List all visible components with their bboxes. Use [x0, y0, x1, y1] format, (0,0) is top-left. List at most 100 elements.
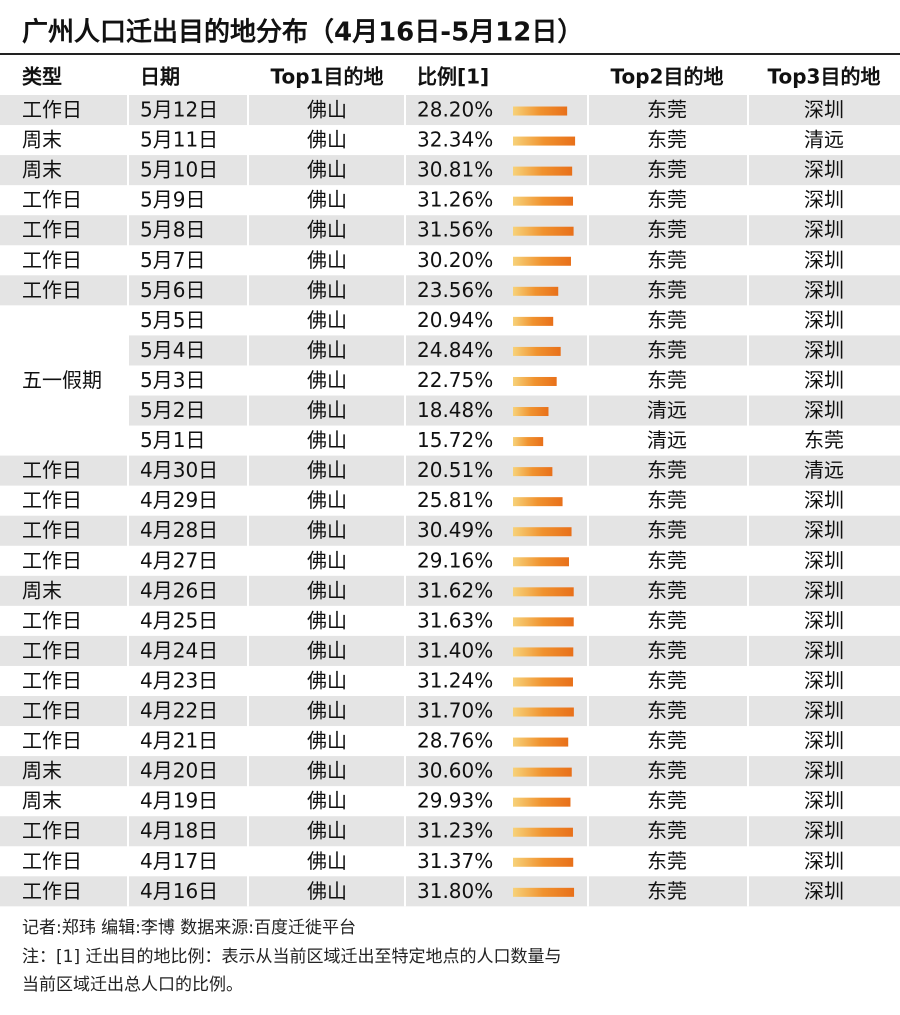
- ratio-label: 31.24%: [417, 668, 493, 692]
- cell: 东莞: [647, 308, 687, 332]
- ratio-bar: [513, 527, 572, 537]
- cell: 深圳: [804, 729, 844, 753]
- ratio-label: 32.34%: [417, 128, 493, 152]
- cell: 佛山: [307, 428, 347, 452]
- ratio-label: 20.51%: [417, 458, 493, 482]
- row-band: [0, 455, 900, 486]
- ratio-label: 31.37%: [417, 849, 493, 873]
- cell: 深圳: [804, 98, 844, 122]
- type-cell: 工作日: [22, 849, 82, 873]
- cell: 5月1日: [140, 428, 205, 452]
- ratio-bar: [513, 857, 574, 867]
- cell: 5月6日: [140, 278, 205, 302]
- row-band: [0, 635, 900, 666]
- ratio-label: 30.81%: [417, 158, 493, 182]
- cell: 佛山: [307, 488, 347, 512]
- ratio-bar: [513, 467, 553, 477]
- ratio-label: 23.56%: [417, 278, 493, 302]
- cell: 4月26日: [140, 578, 218, 602]
- cell: 深圳: [804, 699, 844, 723]
- cell: 清远: [804, 458, 844, 482]
- ratio-bar: [513, 166, 573, 176]
- type-cell: 工作日: [22, 188, 82, 212]
- cell: 清远: [647, 428, 687, 452]
- cell: 佛山: [307, 608, 347, 632]
- cell: 东莞: [647, 158, 687, 182]
- cell: 4月29日: [140, 488, 218, 512]
- cell: 东莞: [647, 668, 687, 692]
- ratio-bar: [513, 376, 557, 386]
- cell: 东莞: [804, 428, 844, 452]
- ratio-bar: [513, 707, 574, 717]
- ratio-label: 31.56%: [417, 218, 493, 242]
- ratio-label: 30.60%: [417, 759, 493, 783]
- note-line: 注：[1] 迁出目的地比例：表示从当前区域迁出至特定地点的人口数量与: [22, 947, 561, 967]
- cell: 佛山: [307, 548, 347, 572]
- row-band: [0, 756, 900, 787]
- type-cell: 工作日: [22, 608, 82, 632]
- ratio-bar: [513, 647, 574, 657]
- row-band: [0, 575, 900, 606]
- cell: 深圳: [804, 638, 844, 662]
- type-cell: 工作日: [22, 98, 82, 122]
- cell: 深圳: [804, 518, 844, 542]
- cell: 4月18日: [140, 819, 218, 843]
- ratio-bar: [513, 106, 568, 116]
- ratio-label: 31.63%: [417, 608, 493, 632]
- ratio-label: 18.48%: [417, 398, 493, 422]
- ratio-bar: [513, 256, 571, 266]
- cell: 5月4日: [140, 338, 205, 362]
- type-cell: 工作日: [22, 518, 82, 542]
- column-header: Top3目的地: [768, 65, 881, 89]
- cell: 东莞: [647, 248, 687, 272]
- type-cell: 周末: [22, 759, 62, 783]
- column-header: 类型: [22, 65, 62, 89]
- cell: 深圳: [804, 668, 844, 692]
- type-cell: 周末: [22, 578, 62, 602]
- ratio-bar: [513, 557, 569, 567]
- cell: 深圳: [804, 398, 844, 422]
- ratio-label: 28.76%: [417, 729, 493, 753]
- cell: 佛山: [307, 879, 347, 903]
- ratio-bar: [513, 677, 573, 687]
- ratio-label: 30.49%: [417, 518, 493, 542]
- ratio-label: 31.62%: [417, 578, 493, 602]
- cell: 深圳: [804, 789, 844, 813]
- ratio-bar: [513, 587, 574, 597]
- cell: 深圳: [804, 608, 844, 632]
- cell: 东莞: [647, 338, 687, 362]
- cell: 佛山: [307, 458, 347, 482]
- ratio-label: 31.23%: [417, 819, 493, 843]
- row-band: [0, 275, 900, 306]
- type-cell: 工作日: [22, 638, 82, 662]
- cell: 深圳: [804, 879, 844, 903]
- ratio-label: 29.16%: [417, 548, 493, 572]
- cell: 东莞: [647, 188, 687, 212]
- type-cell: 工作日: [22, 879, 82, 903]
- ratio-bar: [513, 497, 563, 507]
- cell: 深圳: [804, 578, 844, 602]
- column-header: 比例[1]: [417, 65, 489, 89]
- note-line: 当前区域迁出总人口的比例。: [22, 975, 243, 995]
- row-band: [0, 816, 900, 847]
- cell: 深圳: [804, 338, 844, 362]
- type-cell: 五一假期: [22, 368, 102, 392]
- cell: 4月27日: [140, 548, 218, 572]
- cell: 4月19日: [140, 789, 218, 813]
- ratio-bar: [513, 136, 576, 146]
- cell: 东莞: [647, 638, 687, 662]
- ratio-bar: [513, 226, 574, 236]
- cell: 东莞: [647, 128, 687, 152]
- row-band: [0, 215, 900, 246]
- cell: 佛山: [307, 98, 347, 122]
- ratio-label: 25.81%: [417, 488, 493, 512]
- cell: 佛山: [307, 518, 347, 542]
- ratio-bar: [513, 797, 571, 807]
- ratio-bar: [513, 887, 575, 897]
- cell: 4月20日: [140, 759, 218, 783]
- row-band: [0, 515, 900, 546]
- type-cell: 工作日: [22, 668, 82, 692]
- cell: 4月24日: [140, 638, 218, 662]
- cell: 佛山: [307, 368, 347, 392]
- cell: 东莞: [647, 278, 687, 302]
